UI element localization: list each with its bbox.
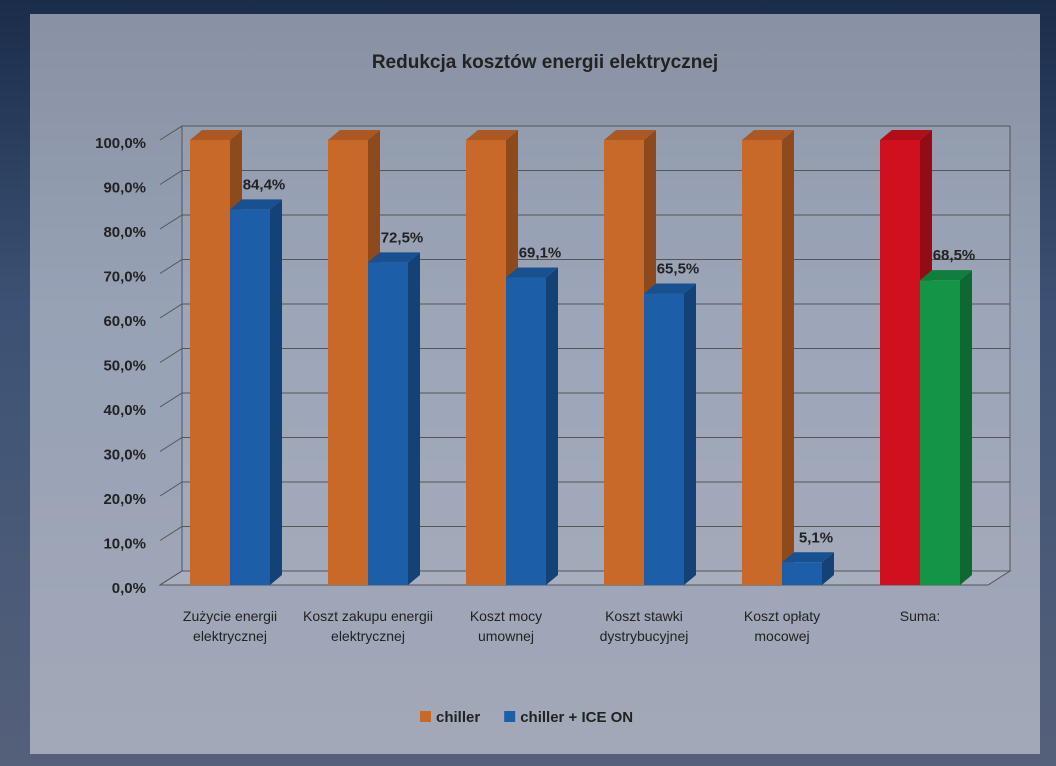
legend-swatch — [504, 711, 515, 722]
x-tick-label: Koszt stawki dystrybucyjnej — [579, 606, 709, 646]
bar — [230, 199, 282, 585]
y-tick-label: 0,0% — [112, 580, 146, 597]
x-tick-label: Koszt opłaty mocowej — [717, 606, 847, 646]
bar — [644, 284, 696, 585]
value-label: 65,5% — [657, 260, 700, 277]
legend-label: chiller + ICE ON — [520, 709, 633, 726]
bar — [368, 252, 420, 585]
bar — [920, 270, 972, 585]
bar — [742, 130, 794, 585]
x-tick-label: Zużycie energii elektrycznej — [165, 606, 295, 646]
bar-front — [604, 140, 644, 585]
bar-side — [782, 130, 794, 585]
bar-side — [960, 270, 972, 585]
y-tick-label: 40,0% — [103, 402, 146, 419]
value-label: 72,5% — [381, 229, 424, 246]
legend-label: chiller — [436, 709, 480, 726]
bar-front — [742, 140, 782, 585]
bar — [506, 268, 558, 585]
bar-front — [190, 140, 230, 585]
y-tick-label: 10,0% — [103, 535, 146, 552]
bar-front — [230, 209, 270, 585]
bar-side — [408, 252, 420, 585]
value-label: 84,4% — [243, 176, 286, 193]
y-tick-label: 90,0% — [103, 179, 146, 196]
bar-front — [328, 140, 368, 585]
chart-title: Redukcja kosztów energii elektrycznej — [372, 52, 718, 73]
y-tick-label: 100,0% — [95, 135, 146, 152]
x-tick-label: Koszt zakupu energii elektrycznej — [303, 606, 433, 646]
value-label: 68,5% — [933, 247, 976, 264]
y-tick-label: 70,0% — [103, 268, 146, 285]
bar-front — [466, 140, 506, 585]
page: Redukcja kosztów energii elektrycznej 0,… — [0, 0, 1056, 766]
bar-front — [782, 562, 822, 585]
value-label: 5,1% — [799, 529, 833, 546]
y-tick-label: 60,0% — [103, 313, 146, 330]
bar — [782, 552, 834, 585]
y-tick-label: 20,0% — [103, 491, 146, 508]
bar-side — [684, 284, 696, 585]
bar-front — [880, 140, 920, 585]
value-label: 69,1% — [519, 244, 562, 261]
y-tick-label: 50,0% — [103, 357, 146, 374]
x-tick-label: Suma: — [855, 606, 985, 626]
bar-side — [546, 268, 558, 585]
bar-front — [506, 278, 546, 585]
y-tick-label: 30,0% — [103, 446, 146, 463]
bar-front — [368, 262, 408, 585]
chart: Redukcja kosztów energii elektrycznej 0,… — [0, 0, 1056, 766]
bar-side — [270, 199, 282, 585]
bar-front — [920, 280, 960, 585]
x-tick-label: Koszt mocy umownej — [441, 606, 571, 646]
y-tick-label: 80,0% — [103, 224, 146, 241]
legend-swatch — [420, 711, 431, 722]
bar-front — [644, 294, 684, 585]
